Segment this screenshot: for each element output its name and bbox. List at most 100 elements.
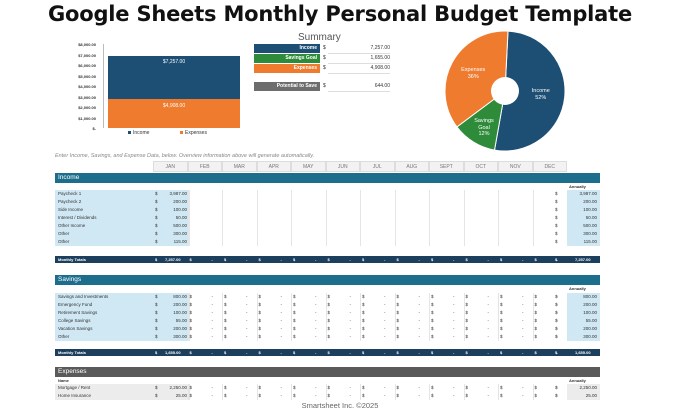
month-input-cell[interactable] bbox=[498, 333, 533, 341]
month-input-cell[interactable] bbox=[187, 238, 222, 246]
month-input-cell[interactable] bbox=[463, 293, 498, 301]
savings-jan-value[interactable]: 300.00 bbox=[173, 334, 187, 339]
month-input-cell[interactable] bbox=[532, 392, 567, 400]
jan-input-cell[interactable] bbox=[189, 190, 192, 198]
month-input-cell[interactable] bbox=[463, 333, 498, 341]
month-input-cell[interactable] bbox=[498, 301, 533, 309]
income-jan-value[interactable]: 200.00 bbox=[173, 199, 187, 204]
savings-row-name[interactable]: Other bbox=[58, 334, 70, 339]
month-input-cell[interactable] bbox=[187, 190, 222, 198]
income-row-name[interactable]: Other bbox=[58, 231, 70, 236]
jan-input-cell[interactable] bbox=[189, 317, 192, 325]
month-input-cell[interactable] bbox=[394, 293, 429, 301]
month-input-cell[interactable] bbox=[498, 222, 533, 230]
month-input-cell[interactable] bbox=[498, 293, 533, 301]
month-input-cell[interactable] bbox=[532, 301, 567, 309]
month-input-cell[interactable] bbox=[532, 293, 567, 301]
month-input-cell[interactable] bbox=[360, 222, 395, 230]
month-input-cell[interactable] bbox=[532, 230, 567, 238]
month-input-cell[interactable] bbox=[325, 214, 360, 222]
month-input-cell[interactable] bbox=[429, 384, 464, 392]
month-input-cell[interactable] bbox=[222, 206, 257, 214]
jan-input-cell[interactable] bbox=[189, 293, 192, 301]
month-input-cell[interactable] bbox=[360, 309, 395, 317]
month-input-cell[interactable] bbox=[325, 198, 360, 206]
month-input-cell[interactable] bbox=[187, 317, 222, 325]
month-input-cell[interactable] bbox=[394, 392, 429, 400]
month-input-cell[interactable] bbox=[532, 333, 567, 341]
month-input-cell[interactable] bbox=[325, 230, 360, 238]
month-input-cell[interactable] bbox=[394, 309, 429, 317]
month-input-cell[interactable] bbox=[360, 206, 395, 214]
month-input-cell[interactable] bbox=[429, 333, 464, 341]
expenses-row-name[interactable]: Mortgage / Rent bbox=[58, 385, 91, 390]
month-input-cell[interactable] bbox=[222, 309, 257, 317]
month-input-cell[interactable] bbox=[291, 301, 326, 309]
month-input-cell[interactable] bbox=[256, 392, 291, 400]
month-input-cell[interactable] bbox=[291, 206, 326, 214]
savings-jan-value[interactable]: 55.00 bbox=[175, 318, 187, 323]
expenses-jan-value[interactable]: 25.00 bbox=[175, 393, 187, 398]
jan-input-cell[interactable] bbox=[189, 238, 192, 246]
month-input-cell[interactable] bbox=[256, 309, 291, 317]
summary-value[interactable]: 1,655.00 bbox=[328, 54, 390, 64]
month-input-cell[interactable] bbox=[360, 317, 395, 325]
month-input-cell[interactable] bbox=[463, 206, 498, 214]
month-input-cell[interactable] bbox=[498, 198, 533, 206]
savings-row-name[interactable]: Vacation Savings bbox=[58, 326, 93, 331]
month-input-cell[interactable] bbox=[532, 309, 567, 317]
month-input-cell[interactable] bbox=[360, 392, 395, 400]
month-input-cell[interactable] bbox=[256, 190, 291, 198]
month-input-cell[interactable] bbox=[187, 206, 222, 214]
month-input-cell[interactable] bbox=[187, 214, 222, 222]
month-input-cell[interactable] bbox=[394, 317, 429, 325]
month-input-cell[interactable] bbox=[498, 325, 533, 333]
month-input-cell[interactable] bbox=[325, 206, 360, 214]
month-input-cell[interactable] bbox=[325, 301, 360, 309]
jan-input-cell[interactable] bbox=[189, 214, 192, 222]
month-input-cell[interactable] bbox=[360, 198, 395, 206]
month-input-cell[interactable] bbox=[291, 333, 326, 341]
month-input-cell[interactable] bbox=[532, 325, 567, 333]
month-input-cell[interactable] bbox=[291, 190, 326, 198]
month-input-cell[interactable] bbox=[394, 206, 429, 214]
month-input-cell[interactable] bbox=[256, 384, 291, 392]
month-input-cell[interactable] bbox=[256, 325, 291, 333]
month-input-cell[interactable] bbox=[291, 325, 326, 333]
month-input-cell[interactable] bbox=[256, 333, 291, 341]
month-input-cell[interactable] bbox=[222, 238, 257, 246]
month-input-cell[interactable] bbox=[429, 301, 464, 309]
month-input-cell[interactable] bbox=[360, 230, 395, 238]
month-input-cell[interactable] bbox=[429, 309, 464, 317]
month-input-cell[interactable] bbox=[256, 238, 291, 246]
income-row-name[interactable]: Side Income bbox=[58, 207, 84, 212]
month-input-cell[interactable] bbox=[325, 190, 360, 198]
income-jan-value[interactable]: 115.00 bbox=[173, 239, 187, 244]
month-input-cell[interactable] bbox=[532, 198, 567, 206]
income-jan-value[interactable]: 3,987.00 bbox=[169, 191, 187, 196]
month-input-cell[interactable] bbox=[429, 317, 464, 325]
month-input-cell[interactable] bbox=[325, 238, 360, 246]
month-input-cell[interactable] bbox=[463, 301, 498, 309]
month-input-cell[interactable] bbox=[498, 214, 533, 222]
month-input-cell[interactable] bbox=[394, 222, 429, 230]
jan-input-cell[interactable] bbox=[189, 230, 192, 238]
month-input-cell[interactable] bbox=[291, 198, 326, 206]
month-input-cell[interactable] bbox=[429, 392, 464, 400]
month-input-cell[interactable] bbox=[498, 392, 533, 400]
savings-jan-value[interactable]: 200.00 bbox=[173, 326, 187, 331]
month-input-cell[interactable] bbox=[325, 392, 360, 400]
month-input-cell[interactable] bbox=[394, 214, 429, 222]
month-input-cell[interactable] bbox=[187, 301, 222, 309]
month-input-cell[interactable] bbox=[498, 230, 533, 238]
month-input-cell[interactable] bbox=[325, 222, 360, 230]
expenses-row-name[interactable]: Home Insurance bbox=[58, 393, 92, 398]
month-input-cell[interactable] bbox=[256, 206, 291, 214]
income-jan-value[interactable]: 50.00 bbox=[175, 215, 187, 220]
month-input-cell[interactable] bbox=[394, 198, 429, 206]
income-row-name[interactable]: Other bbox=[58, 239, 70, 244]
month-input-cell[interactable] bbox=[360, 190, 395, 198]
month-input-cell[interactable] bbox=[498, 309, 533, 317]
income-jan-value[interactable]: 500.00 bbox=[173, 223, 187, 228]
jan-input-cell[interactable] bbox=[189, 222, 192, 230]
